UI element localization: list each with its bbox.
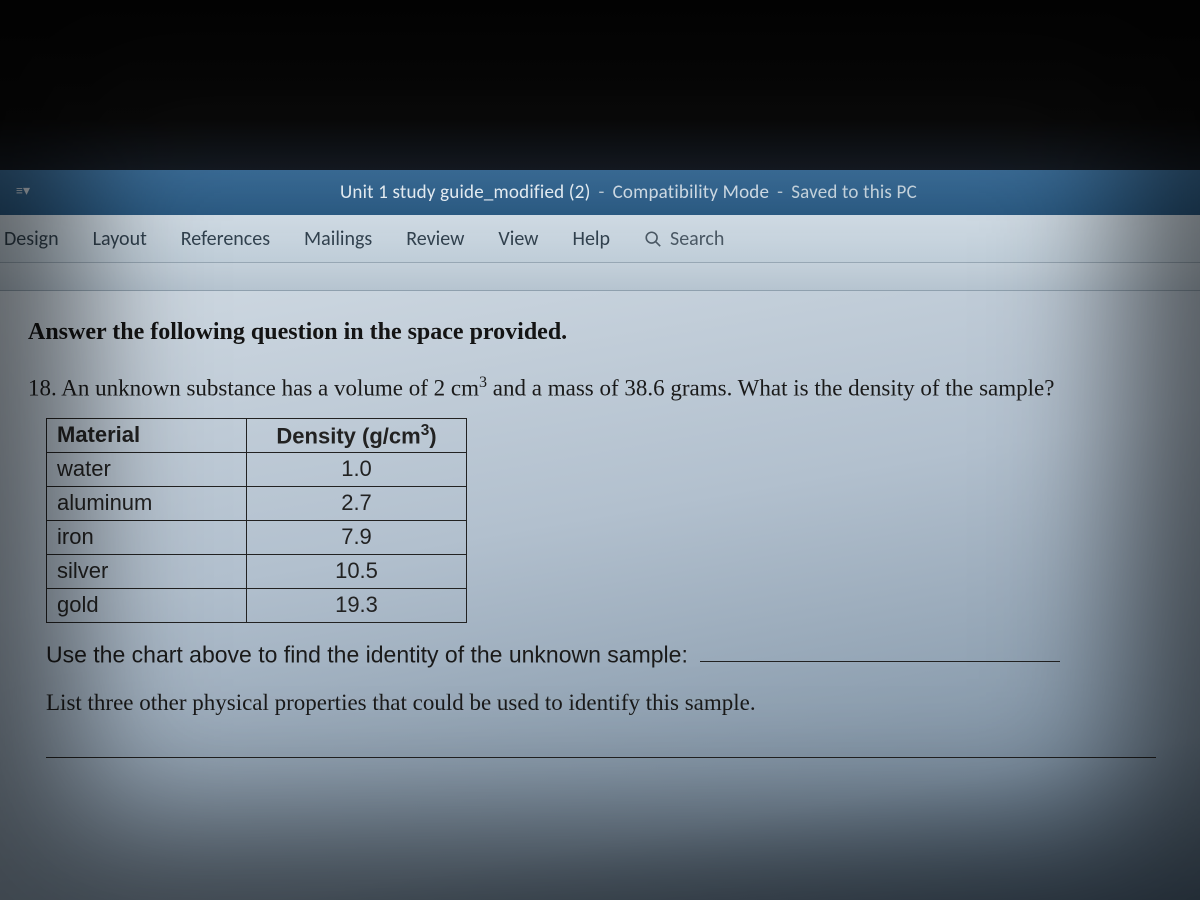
cell-density: 1.0 xyxy=(247,452,467,486)
followup-properties: List three other physical properties tha… xyxy=(46,690,1172,716)
cell-material: aluminum xyxy=(47,486,247,520)
answer-line[interactable] xyxy=(46,756,1156,758)
question-number: 18. xyxy=(28,376,57,401)
document-title: Unit 1 study guide_modified (2) xyxy=(340,181,591,204)
answer-blank[interactable] xyxy=(700,637,1060,662)
table-row: silver 10.5 xyxy=(47,554,467,588)
tab-mailings[interactable]: Mailings xyxy=(304,227,372,251)
col-density-pre: Density (g/cm xyxy=(276,423,420,448)
tab-review[interactable]: Review xyxy=(406,227,464,251)
followup-identity: Use the chart above to find the identity… xyxy=(46,637,1172,668)
document-surface[interactable]: Answer the following question in the spa… xyxy=(0,291,1200,900)
tell-me-search[interactable]: Search xyxy=(644,227,724,251)
table-row: water 1.0 xyxy=(47,452,467,486)
table-row: gold 19.3 xyxy=(47,588,467,622)
col-density: Density (g/cm3) xyxy=(247,418,467,452)
quick-access-dropdown-icon[interactable]: ≡▾ xyxy=(16,182,30,199)
cell-material: silver xyxy=(47,554,247,588)
cell-density: 19.3 xyxy=(247,588,467,622)
col-density-sup: 3 xyxy=(421,422,430,439)
title-separator-1: - xyxy=(599,181,605,204)
col-density-post: ) xyxy=(429,423,436,448)
search-icon xyxy=(644,230,662,248)
compatibility-mode-label: Compatibility Mode xyxy=(613,181,770,204)
cell-material: iron xyxy=(47,520,247,554)
col-material: Material xyxy=(47,418,247,452)
cell-material: gold xyxy=(47,588,247,622)
density-table: Material Density (g/cm3) water 1.0 alumi… xyxy=(46,418,467,623)
table-row: iron 7.9 xyxy=(47,520,467,554)
monitor-top-void xyxy=(0,0,1200,170)
question-text-part1: An unknown substance has a volume of 2 c… xyxy=(61,376,479,401)
tab-view[interactable]: View xyxy=(498,227,538,251)
ribbon-content-strip xyxy=(0,263,1200,291)
save-status-label: Saved to this PC xyxy=(791,181,917,204)
question-superscript: 3 xyxy=(479,374,487,391)
followup-identity-text: Use the chart above to find the identity… xyxy=(46,641,688,667)
cell-density: 7.9 xyxy=(247,520,467,554)
question-18: 18. An unknown substance has a volume of… xyxy=(28,372,1172,404)
document-page: Answer the following question in the spa… xyxy=(28,319,1172,758)
cell-material: water xyxy=(47,452,247,486)
ribbon-tabs: Design Layout References Mailings Review… xyxy=(0,215,1200,263)
title-separator-2: - xyxy=(777,181,783,204)
tab-design[interactable]: Design xyxy=(0,227,59,251)
tab-references[interactable]: References xyxy=(181,227,270,251)
table-row: aluminum 2.7 xyxy=(47,486,467,520)
title-bar: Unit 1 study guide_modified (2) - Compat… xyxy=(0,170,1200,215)
tab-help[interactable]: Help xyxy=(572,227,610,251)
question-text-part2: and a mass of 38.6 grams. What is the de… xyxy=(487,376,1054,401)
cell-density: 10.5 xyxy=(247,554,467,588)
tab-layout[interactable]: Layout xyxy=(93,227,147,251)
search-label: Search xyxy=(670,227,724,251)
table-header-row: Material Density (g/cm3) xyxy=(47,418,467,452)
section-instruction: Answer the following question in the spa… xyxy=(28,319,1172,346)
cell-density: 2.7 xyxy=(247,486,467,520)
